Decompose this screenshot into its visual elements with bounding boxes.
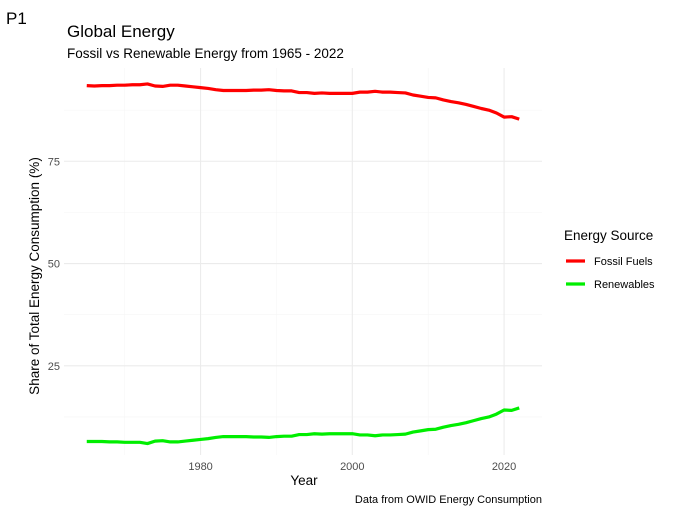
axis-ticks: 1980 2000 2020 25 50 75	[48, 156, 517, 473]
chart-caption: Data from OWID Energy Consumption	[355, 494, 542, 506]
series-line-renewables	[86, 406, 520, 446]
chart-title: Global Energy	[67, 22, 175, 41]
plot-tag: P1	[6, 9, 27, 28]
y-axis-title: Share of Total Energy Consumption (%)	[27, 157, 42, 395]
y-tick-label: 25	[48, 361, 60, 373]
x-tick-label: 2020	[492, 461, 516, 473]
x-axis-title: Year	[290, 473, 318, 488]
series-line-fossil-fuels	[86, 82, 520, 121]
legend-label-fossil-fuels: Fossil Fuels	[594, 256, 653, 268]
legend-label-renewables: Renewables	[594, 279, 655, 291]
x-tick-label: 2000	[340, 461, 364, 473]
x-tick-label: 1980	[188, 461, 212, 473]
legend-items: Fossil Fuels Renewables	[566, 256, 655, 291]
series-lines	[86, 82, 520, 446]
y-tick-label: 75	[48, 156, 60, 168]
grid-lines	[64, 68, 542, 455]
legend: Energy Source Fossil Fuels Renewables	[564, 228, 655, 291]
chart-subtitle: Fossil vs Renewable Energy from 1965 - 2…	[67, 46, 344, 61]
legend-title: Energy Source	[564, 228, 653, 243]
y-tick-label: 50	[48, 259, 60, 271]
